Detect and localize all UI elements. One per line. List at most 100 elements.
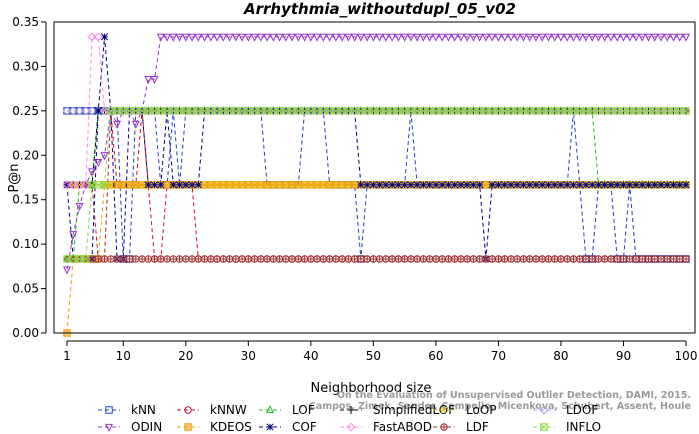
- data-point-fastabod: [350, 106, 360, 116]
- data-point-odin: [419, 33, 428, 42]
- data-point-odin: [394, 33, 403, 42]
- data-point-fastabod: [556, 106, 566, 116]
- data-point-odin: [163, 33, 172, 42]
- data-point-ldof: [87, 106, 97, 116]
- data-point-odin: [531, 33, 540, 42]
- data-point-fastabod: [68, 180, 78, 190]
- legend-marker: [540, 423, 548, 431]
- legend-marker: [346, 422, 356, 432]
- data-point-cof: [657, 181, 665, 189]
- legend-item-ldf: LDF: [433, 420, 489, 434]
- data-point-fastabod: [525, 106, 535, 116]
- data-point-odin: [156, 33, 165, 42]
- data-point-ldf: [400, 255, 409, 263]
- data-point-ldf: [669, 255, 678, 263]
- data-point-ldf: [544, 255, 553, 263]
- data-point-ldf: [651, 255, 659, 263]
- data-point-odin: [600, 33, 609, 42]
- data-point-ldf: [419, 255, 428, 263]
- data-point-odin: [563, 33, 572, 42]
- data-point-ldf: [438, 255, 446, 263]
- data-point-fastabod: [662, 106, 672, 116]
- legend-marker: [266, 423, 274, 431]
- data-point-fastabod: [325, 106, 335, 116]
- data-point-cof: [401, 181, 409, 189]
- data-point-ldf: [550, 255, 559, 263]
- data-point-cof: [376, 181, 384, 189]
- x-tick-label: 60: [428, 349, 443, 363]
- data-point-odin: [681, 33, 691, 42]
- data-point-ldf: [432, 255, 440, 263]
- data-point-cof: [551, 181, 559, 189]
- data-point-ldf: [325, 255, 334, 263]
- data-point-ldf: [350, 255, 359, 263]
- legend-label: LDOF: [566, 403, 598, 417]
- data-point-ldf: [563, 255, 571, 263]
- data-point-ldf: [613, 255, 621, 263]
- data-point-ldf: [207, 255, 215, 263]
- data-point-ldf: [282, 255, 290, 263]
- data-point-ldf: [394, 255, 403, 263]
- data-point-fastabod: [425, 106, 435, 116]
- data-point-kdeos: [113, 181, 121, 189]
- data-point-kdeos: [107, 181, 115, 189]
- data-point-odin: [650, 33, 659, 42]
- data-point-cof: [169, 181, 177, 189]
- legend-label: LDF: [466, 420, 489, 434]
- x-tick-label: 100: [675, 349, 698, 363]
- data-point-fastabod: [125, 106, 135, 116]
- data-point-odin: [638, 33, 647, 42]
- data-point-ldf: [138, 255, 146, 263]
- data-point-ldf: [313, 255, 321, 263]
- data-point-ldf: [269, 255, 278, 263]
- data-point-ldf: [219, 255, 228, 263]
- data-point-ldof: [74, 106, 85, 116]
- series-simplifiedlof: [63, 106, 690, 189]
- y-tick-label: 0.00: [12, 326, 39, 340]
- y-tick-label: 0.35: [12, 15, 39, 29]
- data-point-cof: [494, 181, 502, 189]
- data-point-cof: [544, 181, 552, 189]
- data-point-cof: [188, 181, 196, 189]
- axes: 1 10 20 30 40 50 60 70 80 90 100 0.00 0.05 0.10 0.15 0.…: [12, 15, 697, 363]
- data-point-fastabod: [343, 106, 353, 116]
- data-point-cof: [519, 181, 527, 189]
- data-point-odin: [113, 120, 122, 129]
- data-point-cof: [557, 181, 565, 189]
- data-point-odin: [131, 120, 140, 129]
- data-point-ldf: [238, 255, 246, 263]
- legend-marker: [440, 423, 448, 431]
- series-inflo: [63, 107, 690, 263]
- data-point-ldf: [119, 255, 127, 263]
- data-point-odin: [250, 33, 259, 42]
- data-point-fastabod: [337, 106, 347, 116]
- data-point-cof: [100, 33, 109, 41]
- data-point-fastabod: [143, 106, 153, 116]
- data-point-kdeos: [138, 181, 146, 189]
- data-point-fastabod: [650, 106, 660, 116]
- data-point-kdeos: [213, 181, 221, 189]
- data-point-cof: [94, 107, 102, 115]
- data-point-odin: [481, 33, 490, 42]
- data-point-odin: [238, 33, 247, 42]
- data-point-kdeos: [300, 181, 309, 189]
- data-point-kdeos: [125, 181, 134, 189]
- data-point-ldf: [300, 255, 309, 263]
- data-point-fastabod: [237, 106, 247, 116]
- data-point-ldf: [288, 255, 296, 263]
- data-point-kdeos: [119, 181, 127, 189]
- data-point-ldf: [157, 255, 165, 263]
- data-point-ldf: [632, 255, 640, 263]
- legend-label: KDEOS: [210, 420, 252, 434]
- data-point-fastabod: [656, 106, 666, 116]
- data-point-ldf: [469, 255, 478, 263]
- data-point-ldf: [626, 255, 634, 263]
- data-point-kdeos: [163, 181, 171, 189]
- data-point-cof: [507, 181, 515, 189]
- legend-item-loop: LoOP: [433, 403, 497, 417]
- x-tick-label: 80: [553, 349, 568, 363]
- data-point-fastabod: [193, 106, 203, 116]
- data-point-fastabod: [362, 106, 372, 116]
- data-point-ldf: [601, 255, 609, 263]
